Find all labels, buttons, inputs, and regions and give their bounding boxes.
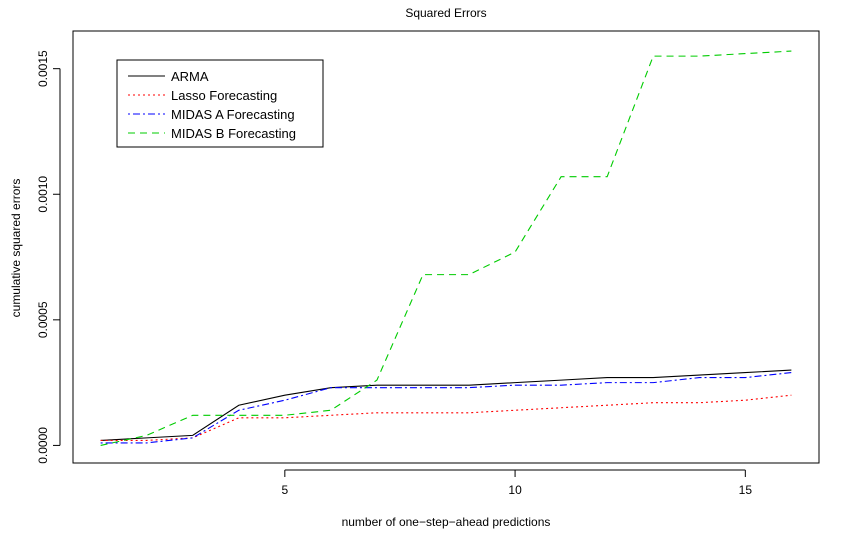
legend-label: MIDAS A Forecasting [171,107,295,122]
y-tick-label: 0.0000 [36,427,50,464]
legend-label: ARMA [171,69,209,84]
chart-title: Squared Errors [405,6,486,20]
legend-label: Lasso Forecasting [171,88,277,103]
x-axis: 5 10 15 [281,469,753,497]
legend-label: MIDAS B Forecasting [171,126,296,141]
series-line-1 [100,369,792,441]
series-line-3 [100,372,792,444]
x-tick-label: 15 [739,483,753,497]
y-axis-label: cumulative squared errors [9,179,23,318]
legend-box [116,59,324,148]
y-tick-label: 0.0010 [36,176,50,213]
series-layer [100,50,792,446]
series-line-4 [100,50,792,446]
x-axis-label: number of one−step−ahead predictions [342,515,551,529]
plot-area-border [72,30,820,464]
y-axis: 0.0000 0.0005 0.0010 0.0015 [36,50,61,464]
series-line-2 [100,394,792,441]
x-tick-label: 10 [508,483,522,497]
x-tick-label: 5 [281,483,288,497]
y-tick-label: 0.0005 [36,301,50,338]
y-tick-label: 0.0015 [36,50,50,87]
legend: ARMA Lasso Forecasting MIDAS A Forecasting… [116,59,324,148]
